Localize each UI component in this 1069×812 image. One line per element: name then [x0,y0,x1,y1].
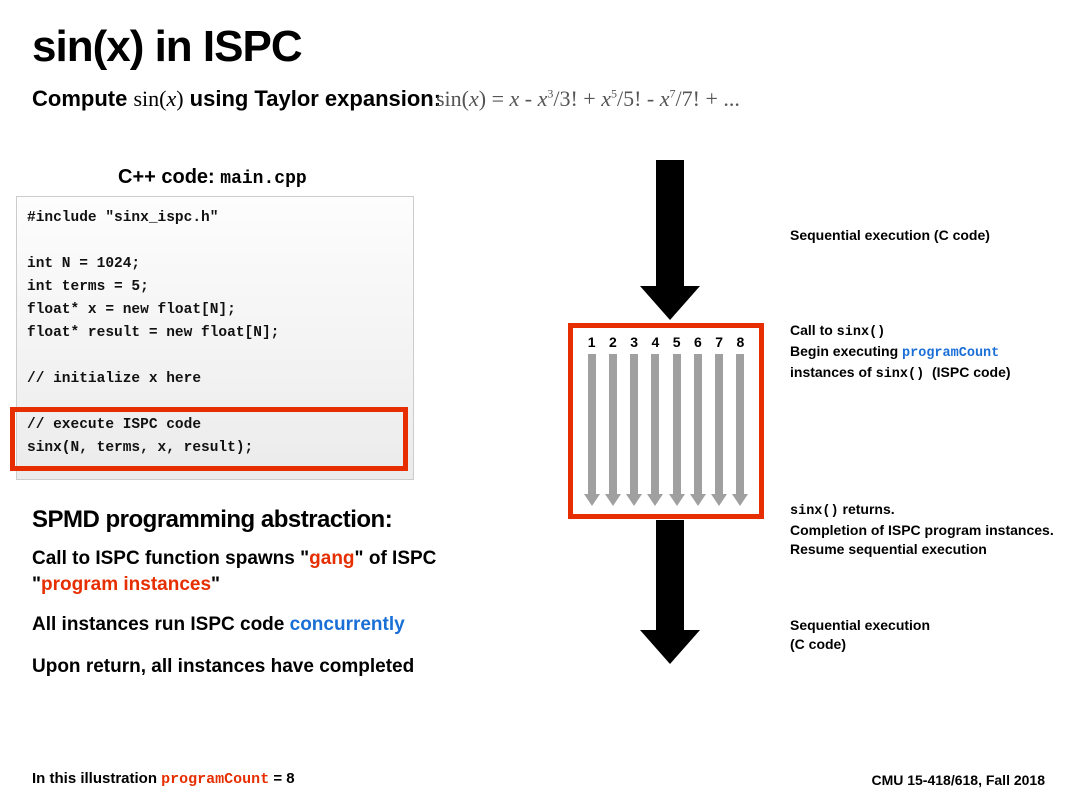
subtitle: Compute sin(x) using Taylor expansion: [32,86,441,112]
lane-arrow-icon [586,354,598,506]
code-title: C++ code: main.cpp [118,166,307,189]
lane-number: 7 [709,334,729,350]
annotation-seq-top: Sequential execution (C code) [790,226,990,245]
lane-arrow-icon [713,354,725,506]
subtitle-math: sin(x) [133,86,183,111]
ispc-gang-box: 12345678 [568,323,764,519]
annotation-return: sinx() returns.Completion of ISPC progra… [790,500,1054,559]
footnote: In this illustration programCount = 8 [32,770,295,788]
arrow-shaft [656,520,684,630]
course-label: CMU 15-418/618, Fall 2018 [871,772,1045,788]
arrow-shaft [656,160,684,286]
lane-number: 6 [688,334,708,350]
footnote-suffix: = 8 [269,770,294,787]
lane-arrow-icon [671,354,683,506]
lane-number: 3 [624,334,644,350]
annotation-call: Call to sinx()Begin executing programCou… [790,321,1011,384]
spmd-p2: All instances run ISPC code concurrently [32,612,405,638]
lane-number: 4 [645,334,665,350]
code-title-prefix: C++ code: [118,166,220,188]
page-title: sin(x) in ISPC [32,22,302,72]
lane-arrow-icon [607,354,619,506]
lane-arrow-icon [692,354,704,506]
lane-arrow-icon [649,354,661,506]
annotation-seq-bottom: Sequential execution(C code) [790,616,930,654]
spmd-p1: Call to ISPC function spawns "gang" of I… [32,546,436,598]
subtitle-suffix: using Taylor expansion: [184,86,442,111]
taylor-equation: sin(x) = x - x3/3! + x5/5! - x7/7! + ... [436,86,740,112]
arrow-head-icon [640,630,700,664]
footnote-prefix: In this illustration [32,770,161,787]
arrow-head-icon [640,286,700,320]
lane-arrow-icon [734,354,746,506]
spmd-p3: Upon return, all instances have complete… [32,654,414,680]
lane-arrow-icon [628,354,640,506]
code-highlight-box [10,407,408,471]
lane-number: 5 [667,334,687,350]
code-title-file: main.cpp [220,169,306,189]
lane-number: 2 [603,334,623,350]
footnote-code: programCount [161,771,269,788]
lane-number: 8 [730,334,750,350]
spmd-heading: SPMD programming abstraction: [32,506,392,534]
subtitle-prefix: Compute [32,86,133,111]
lane-number: 1 [582,334,602,350]
